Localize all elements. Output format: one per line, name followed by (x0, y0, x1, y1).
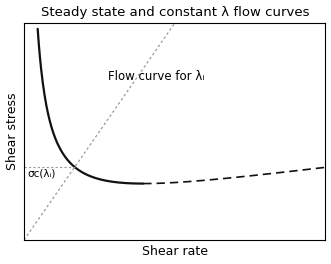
Y-axis label: Shear stress: Shear stress (6, 92, 19, 170)
X-axis label: Shear rate: Shear rate (142, 246, 208, 258)
Text: σᴄ(λᵢ): σᴄ(λᵢ) (27, 168, 56, 178)
Title: Steady state and constant λ flow curves: Steady state and constant λ flow curves (40, 6, 309, 18)
Text: Flow curve for λᵢ: Flow curve for λᵢ (109, 70, 205, 83)
